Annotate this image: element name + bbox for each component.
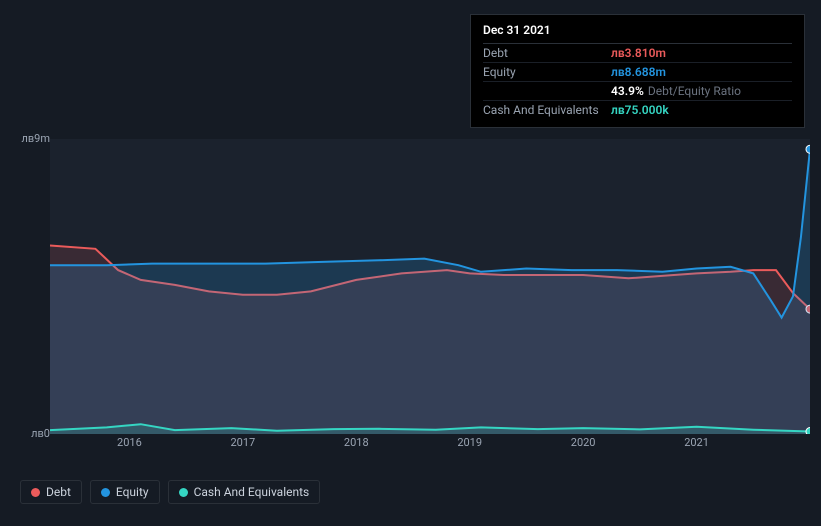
- x-axis: 2016 2017 2018 2019 2020 2021: [50, 436, 810, 456]
- x-axis-label: 2021: [684, 436, 709, 449]
- series-area-equity: [50, 149, 810, 434]
- y-axis-label: лв0: [20, 427, 50, 440]
- tooltip-value: лв3.810m: [611, 46, 666, 60]
- tooltip-row: Cash And Equivalentsлв75.000k: [483, 101, 792, 119]
- tooltip-value: лв8.688m: [611, 65, 666, 79]
- tooltip-label: Cash And Equivalents: [483, 103, 611, 117]
- legend-item-equity[interactable]: Equity: [90, 480, 160, 504]
- legend-swatch: [179, 488, 188, 497]
- tooltip-value-suffix: Debt/Equity Ratio: [648, 84, 741, 98]
- x-axis-label: 2016: [117, 436, 142, 449]
- x-axis-label: 2020: [571, 436, 596, 449]
- x-axis-label: 2017: [230, 436, 255, 449]
- legend-item-cash-and-equivalents[interactable]: Cash And Equivalents: [168, 480, 321, 504]
- tooltip-row: Equityлв8.688m: [483, 63, 792, 82]
- tooltip-row: Debtлв3.810m: [483, 44, 792, 63]
- tooltip-row: 43.9%Debt/Equity Ratio: [483, 82, 792, 101]
- series-marker-equity: [806, 145, 810, 153]
- tooltip-date: Dec 31 2021: [483, 23, 792, 44]
- legend-label: Equity: [116, 485, 149, 499]
- legend-swatch: [31, 488, 40, 497]
- legend-swatch: [101, 488, 110, 497]
- chart-legend: Debt Equity Cash And Equivalents: [20, 480, 320, 504]
- legend-label: Debt: [46, 485, 71, 499]
- tooltip-value: 43.9%Debt/Equity Ratio: [611, 84, 741, 98]
- x-axis-label: 2018: [344, 436, 369, 449]
- debt-equity-chart: лв9m лв0 2016 2017 2018 2019 2020 2021: [20, 124, 810, 464]
- x-axis-label: 2019: [457, 436, 482, 449]
- y-axis-label: лв9m: [20, 132, 50, 145]
- tooltip-label: Debt: [483, 46, 611, 60]
- tooltip-label: Equity: [483, 65, 611, 79]
- legend-label: Cash And Equivalents: [194, 485, 310, 499]
- chart-tooltip: Dec 31 2021 Debtлв3.810mEquityлв8.688m43…: [470, 14, 805, 128]
- tooltip-label: [483, 84, 611, 98]
- legend-item-debt[interactable]: Debt: [20, 480, 82, 504]
- tooltip-value: лв75.000k: [611, 103, 669, 117]
- chart-plot-area[interactable]: [50, 139, 810, 434]
